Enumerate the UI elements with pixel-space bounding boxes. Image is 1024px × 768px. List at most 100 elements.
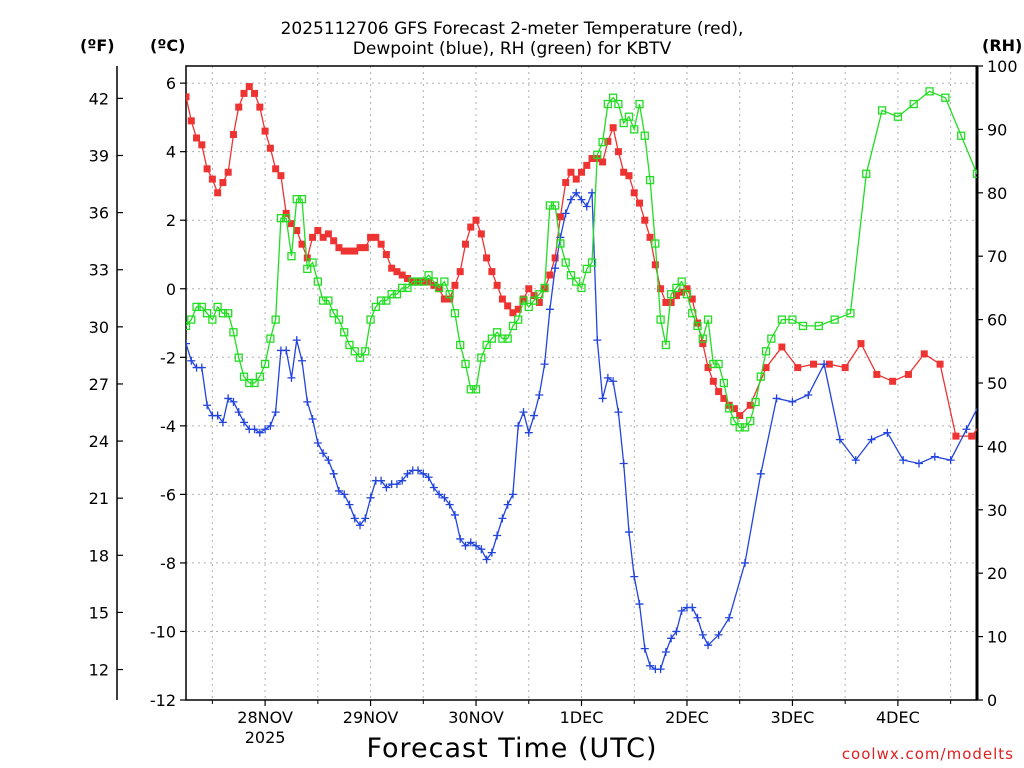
data-point [403, 469, 412, 478]
data-point [239, 372, 249, 381]
data-point [640, 644, 649, 653]
data-point [492, 328, 502, 337]
data-point [224, 394, 233, 403]
x-tick-sublabel: 2025 [245, 728, 286, 747]
data-point [208, 175, 216, 183]
axes: -12-10-8-6-4-202461215182124273033363942… [89, 57, 1018, 747]
data-point [356, 521, 365, 530]
data-point [588, 188, 597, 197]
data-point [645, 175, 655, 185]
data-point [698, 334, 707, 343]
series-open-square [186, 87, 977, 432]
data-point [329, 469, 338, 478]
data-point [355, 353, 365, 362]
data-point [292, 336, 301, 345]
credit-label: coolwx.com/modelts [841, 745, 1014, 763]
rh-tick-label: 90 [987, 120, 1007, 139]
data-point [588, 155, 596, 163]
data-point [271, 408, 280, 417]
data-point [746, 401, 754, 409]
celsius-tick-label: 2 [166, 211, 176, 230]
data-point [609, 124, 617, 132]
x-axis-title: Forecast Time (UTC) [366, 733, 658, 764]
fahrenheit-tick-label: 39 [89, 146, 109, 165]
celsius-tick-label: -2 [160, 348, 176, 367]
data-point [361, 514, 370, 523]
data-point [609, 377, 618, 386]
data-point [276, 214, 286, 223]
data-point [393, 268, 401, 276]
data-point [255, 372, 264, 381]
data-point [508, 321, 518, 331]
data-point [772, 394, 781, 403]
data-point [440, 295, 448, 303]
data-point [904, 370, 912, 378]
data-point [319, 449, 328, 458]
data-point [767, 334, 776, 343]
data-point [292, 194, 301, 204]
data-point [498, 514, 507, 523]
data-point [777, 315, 787, 324]
data-point [308, 414, 317, 423]
data-point [598, 394, 607, 403]
data-point [313, 438, 322, 447]
data-point [735, 423, 744, 432]
fahrenheit-axis-label: (ºF) [80, 36, 115, 55]
data-point [371, 302, 380, 312]
data-point [551, 264, 560, 273]
data-point [556, 213, 564, 221]
data-point [957, 131, 966, 140]
data-point [540, 283, 549, 293]
data-point [477, 545, 486, 554]
data-point [883, 428, 892, 437]
fahrenheit-tick-label: 15 [89, 603, 109, 622]
data-point [440, 493, 449, 502]
data-point [635, 600, 644, 609]
data-point [646, 233, 654, 241]
fahrenheit-tick-label: 18 [89, 546, 109, 565]
data-point [656, 665, 665, 674]
data-point [334, 315, 344, 324]
data-point [324, 456, 333, 465]
data-point [440, 277, 449, 286]
data-point [319, 233, 327, 241]
data-point [445, 500, 454, 509]
data-point [245, 378, 254, 388]
fahrenheit-tick-label: 36 [89, 204, 109, 223]
data-point [419, 277, 428, 286]
data-point [488, 268, 496, 276]
data-point [245, 83, 253, 91]
fahrenheit-tick-label: 27 [89, 375, 109, 394]
data-point [693, 321, 702, 331]
data-point [303, 254, 311, 262]
data-point [403, 274, 411, 282]
data-point [936, 360, 944, 368]
data-point [282, 214, 291, 223]
data-point [688, 309, 697, 318]
data-point [788, 315, 797, 324]
data-point [429, 277, 438, 286]
data-point [677, 606, 686, 615]
rh-axis-label: (RH) [982, 36, 1023, 55]
data-point [487, 334, 497, 343]
data-point [461, 359, 470, 369]
data-point [641, 216, 649, 224]
data-point [446, 295, 454, 303]
data-point [298, 356, 307, 365]
data-point [524, 302, 533, 312]
data-point [709, 359, 718, 369]
data-point [213, 411, 222, 420]
data-point [308, 258, 317, 267]
data-point [345, 247, 353, 255]
series-line [186, 90, 977, 429]
data-point [893, 112, 903, 121]
data-point [820, 360, 829, 369]
data-point [271, 315, 280, 324]
data-point [318, 296, 328, 305]
data-point [699, 340, 707, 348]
data-point [725, 613, 734, 622]
data-point [941, 93, 950, 102]
data-point [366, 315, 375, 324]
data-point [471, 385, 481, 394]
data-point [340, 247, 348, 255]
